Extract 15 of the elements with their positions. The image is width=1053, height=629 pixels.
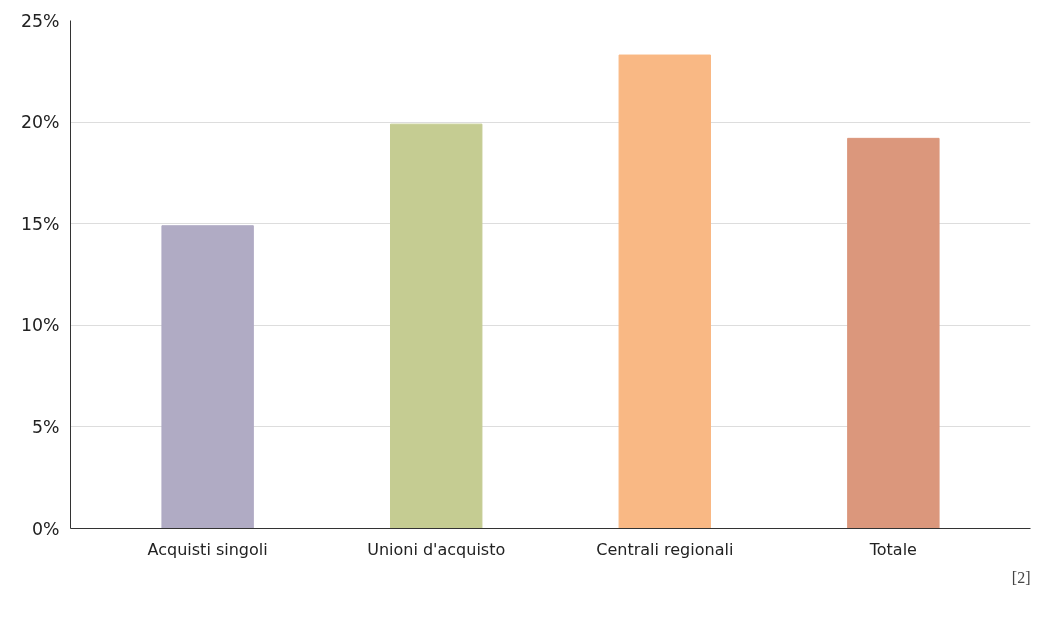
x-tick-label: Acquisti singoli: [147, 539, 268, 559]
text: [2]: [1011, 568, 1031, 586]
y-tick-label: 15%: [20, 213, 60, 234]
y-tick-label: 25%: [20, 10, 60, 31]
y-tick-label: 10%: [20, 315, 60, 336]
x-tick-label: Centrali regionali: [596, 539, 734, 559]
y-tick-label: 20%: [20, 112, 60, 133]
bar: [390, 123, 483, 529]
x-tick-label: Unioni d'acquisto: [367, 539, 506, 559]
y-tick-label: 5%: [32, 416, 60, 437]
bar: [161, 225, 254, 529]
x-tick-label: Totale: [868, 539, 917, 559]
bar: [847, 137, 940, 529]
bar: [618, 54, 711, 529]
y-tick-label: 0%: [32, 518, 60, 539]
